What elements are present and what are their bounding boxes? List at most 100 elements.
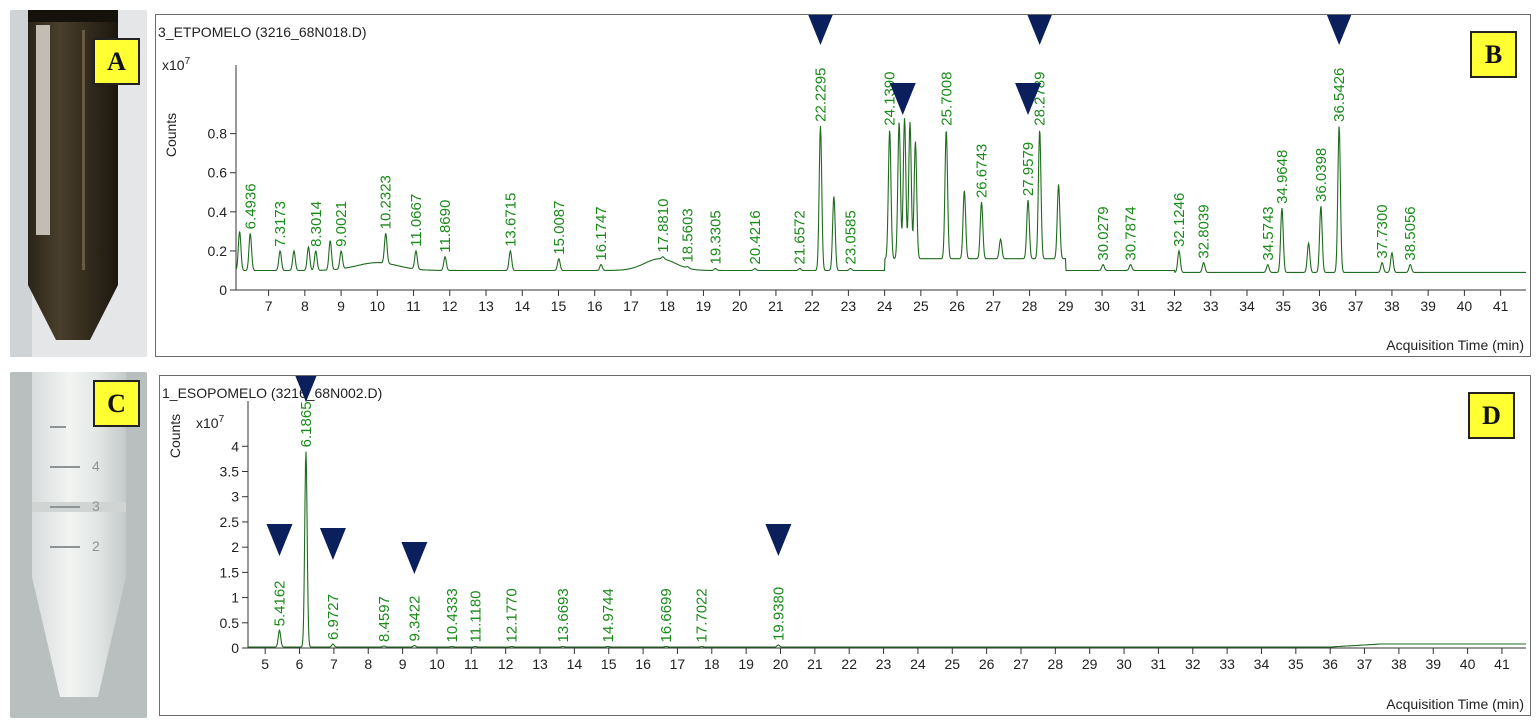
peak-marker-triangle xyxy=(319,528,346,560)
x-tick-label: 33 xyxy=(1203,298,1219,314)
peak-label: 8.3014 xyxy=(308,201,325,247)
x-tick-label: 31 xyxy=(1151,656,1167,672)
y-tick-label: 4 xyxy=(231,438,239,454)
x-tick-label: 35 xyxy=(1275,298,1291,314)
x-tick-label: 9 xyxy=(399,656,407,672)
peak-marker-triangle xyxy=(292,370,319,402)
peak-label: 13.6693 xyxy=(555,588,572,642)
peak-label: 9.3422 xyxy=(406,596,423,642)
peak-label: 7.3173 xyxy=(272,201,289,247)
x-tick-label: 7 xyxy=(265,298,273,314)
chromatogram-esopomelo: 1_ESOPOMELO (3216_68N002.D) x107 Counts … xyxy=(159,370,1531,716)
peak-label: 36.5426 xyxy=(1331,68,1348,122)
x-tick-label: 41 xyxy=(1494,656,1510,672)
peak-label: 13.6715 xyxy=(502,193,519,247)
svg-text:4: 4 xyxy=(92,458,100,474)
peak-label: 25.7008 xyxy=(938,71,955,125)
svg-text:2: 2 xyxy=(92,538,100,554)
peak-label: 34.5743 xyxy=(1260,206,1277,260)
x-tick-label: 28 xyxy=(1048,656,1064,672)
chromatogram-esopomelo-plot: 1_ESOPOMELO (3216_68N002.D) x107 Counts … xyxy=(162,370,1526,712)
x-tick-label: 28 xyxy=(1022,298,1038,314)
x-tick-label: 35 xyxy=(1288,656,1304,672)
y-tick-label: 0.5 xyxy=(220,615,240,631)
panel-label-d: D xyxy=(1468,392,1515,439)
peak-label: 10.4333 xyxy=(444,588,461,642)
x-tick-label: 40 xyxy=(1457,298,1473,314)
x-tick-label: 17 xyxy=(623,298,639,314)
x-tick-label: 39 xyxy=(1425,656,1441,672)
peak-marker-triangle xyxy=(401,542,428,574)
x-tick-label: 22 xyxy=(804,298,820,314)
x-tick-label: 40 xyxy=(1460,656,1476,672)
peak-label: 6.1865 xyxy=(298,401,315,447)
y-tick-label: 0.6 xyxy=(208,165,228,181)
chart-title: 1_ESOPOMELO (3216_68N002.D) xyxy=(162,385,382,401)
y-axis-label: Counts xyxy=(163,113,179,157)
x-axis-label: Acquisition Time (min) xyxy=(1386,696,1524,712)
peak-label: 15.0087 xyxy=(551,200,568,254)
y-tick-label: 0.8 xyxy=(208,126,228,142)
panel-label-b: B xyxy=(1470,31,1517,78)
x-tick-label: 39 xyxy=(1420,298,1436,314)
peak-label: 30.7874 xyxy=(1123,206,1140,260)
x-tick-label: 37 xyxy=(1357,656,1373,672)
peak-label: 37.7300 xyxy=(1374,204,1391,258)
x-tick-label: 14 xyxy=(514,298,530,314)
y-tick-label: 1 xyxy=(231,590,239,606)
x-tick-label: 10 xyxy=(370,298,386,314)
y-scale-label: x107 xyxy=(196,414,225,431)
x-tick-label: 27 xyxy=(1013,656,1029,672)
y-tick-label: 2 xyxy=(231,539,239,555)
x-tick-label: 38 xyxy=(1391,656,1407,672)
x-tick-label: 14 xyxy=(567,656,583,672)
peak-label: 38.5056 xyxy=(1402,206,1419,260)
x-tick-label: 8 xyxy=(301,298,309,314)
peak-label: 11.1180 xyxy=(467,590,484,642)
peak-label: 10.2323 xyxy=(378,175,395,229)
peak-label: 22.2295 xyxy=(812,68,829,122)
peak-label: 12.1770 xyxy=(504,588,521,642)
peak-label: 19.9380 xyxy=(770,587,787,641)
svg-text:3: 3 xyxy=(92,498,100,514)
y-tick-label: 0 xyxy=(219,282,227,298)
x-tick-label: 25 xyxy=(944,656,960,672)
peak-label: 5.4162 xyxy=(271,580,288,626)
peak-label: 20.4216 xyxy=(747,210,764,264)
y-tick-label: 0.2 xyxy=(208,243,228,259)
x-tick-label: 18 xyxy=(704,656,720,672)
peak-label: 26.6743 xyxy=(974,144,991,198)
chromatogram-trace xyxy=(248,451,1526,648)
chromatogram-etpomelo-plot: 3_ETPOMELO (3216_68N018.D) x107 Counts A… xyxy=(158,13,1526,353)
peak-marker-triangle xyxy=(765,524,792,556)
peak-marker-triangle xyxy=(1015,83,1042,115)
x-tick-label: 34 xyxy=(1254,656,1270,672)
peak-label: 17.8810 xyxy=(655,199,672,253)
peak-label: 18.5603 xyxy=(680,208,697,262)
x-tick-label: 32 xyxy=(1185,656,1201,672)
peak-label: 32.8039 xyxy=(1196,204,1213,258)
peak-label: 6.9727 xyxy=(325,594,342,640)
peak-label: 11.0667 xyxy=(408,194,425,247)
y-tick-label: 3.5 xyxy=(220,464,240,480)
x-tick-label: 23 xyxy=(876,656,892,672)
y-tick-label: 0 xyxy=(231,640,239,656)
x-tick-label: 41 xyxy=(1493,298,1509,314)
x-tick-label: 36 xyxy=(1312,298,1328,314)
peak-label: 32.1246 xyxy=(1171,193,1188,247)
x-tick-label: 30 xyxy=(1116,656,1132,672)
x-tick-label: 29 xyxy=(1082,656,1098,672)
x-tick-label: 16 xyxy=(587,298,603,314)
y-tick-label: 0.4 xyxy=(208,204,228,220)
x-tick-label: 24 xyxy=(877,298,893,314)
panel-label-a: A xyxy=(93,38,140,85)
x-tick-label: 13 xyxy=(532,656,548,672)
x-tick-label: 20 xyxy=(732,298,748,314)
peak-label: 34.9648 xyxy=(1274,150,1291,204)
photo-extract-pale: 4 3 2 C xyxy=(10,372,147,718)
x-tick-label: 12 xyxy=(498,656,514,672)
x-tick-label: 30 xyxy=(1094,298,1110,314)
peak-label: 9.0021 xyxy=(333,201,350,247)
x-tick-label: 5 xyxy=(261,656,269,672)
x-tick-label: 9 xyxy=(337,298,345,314)
